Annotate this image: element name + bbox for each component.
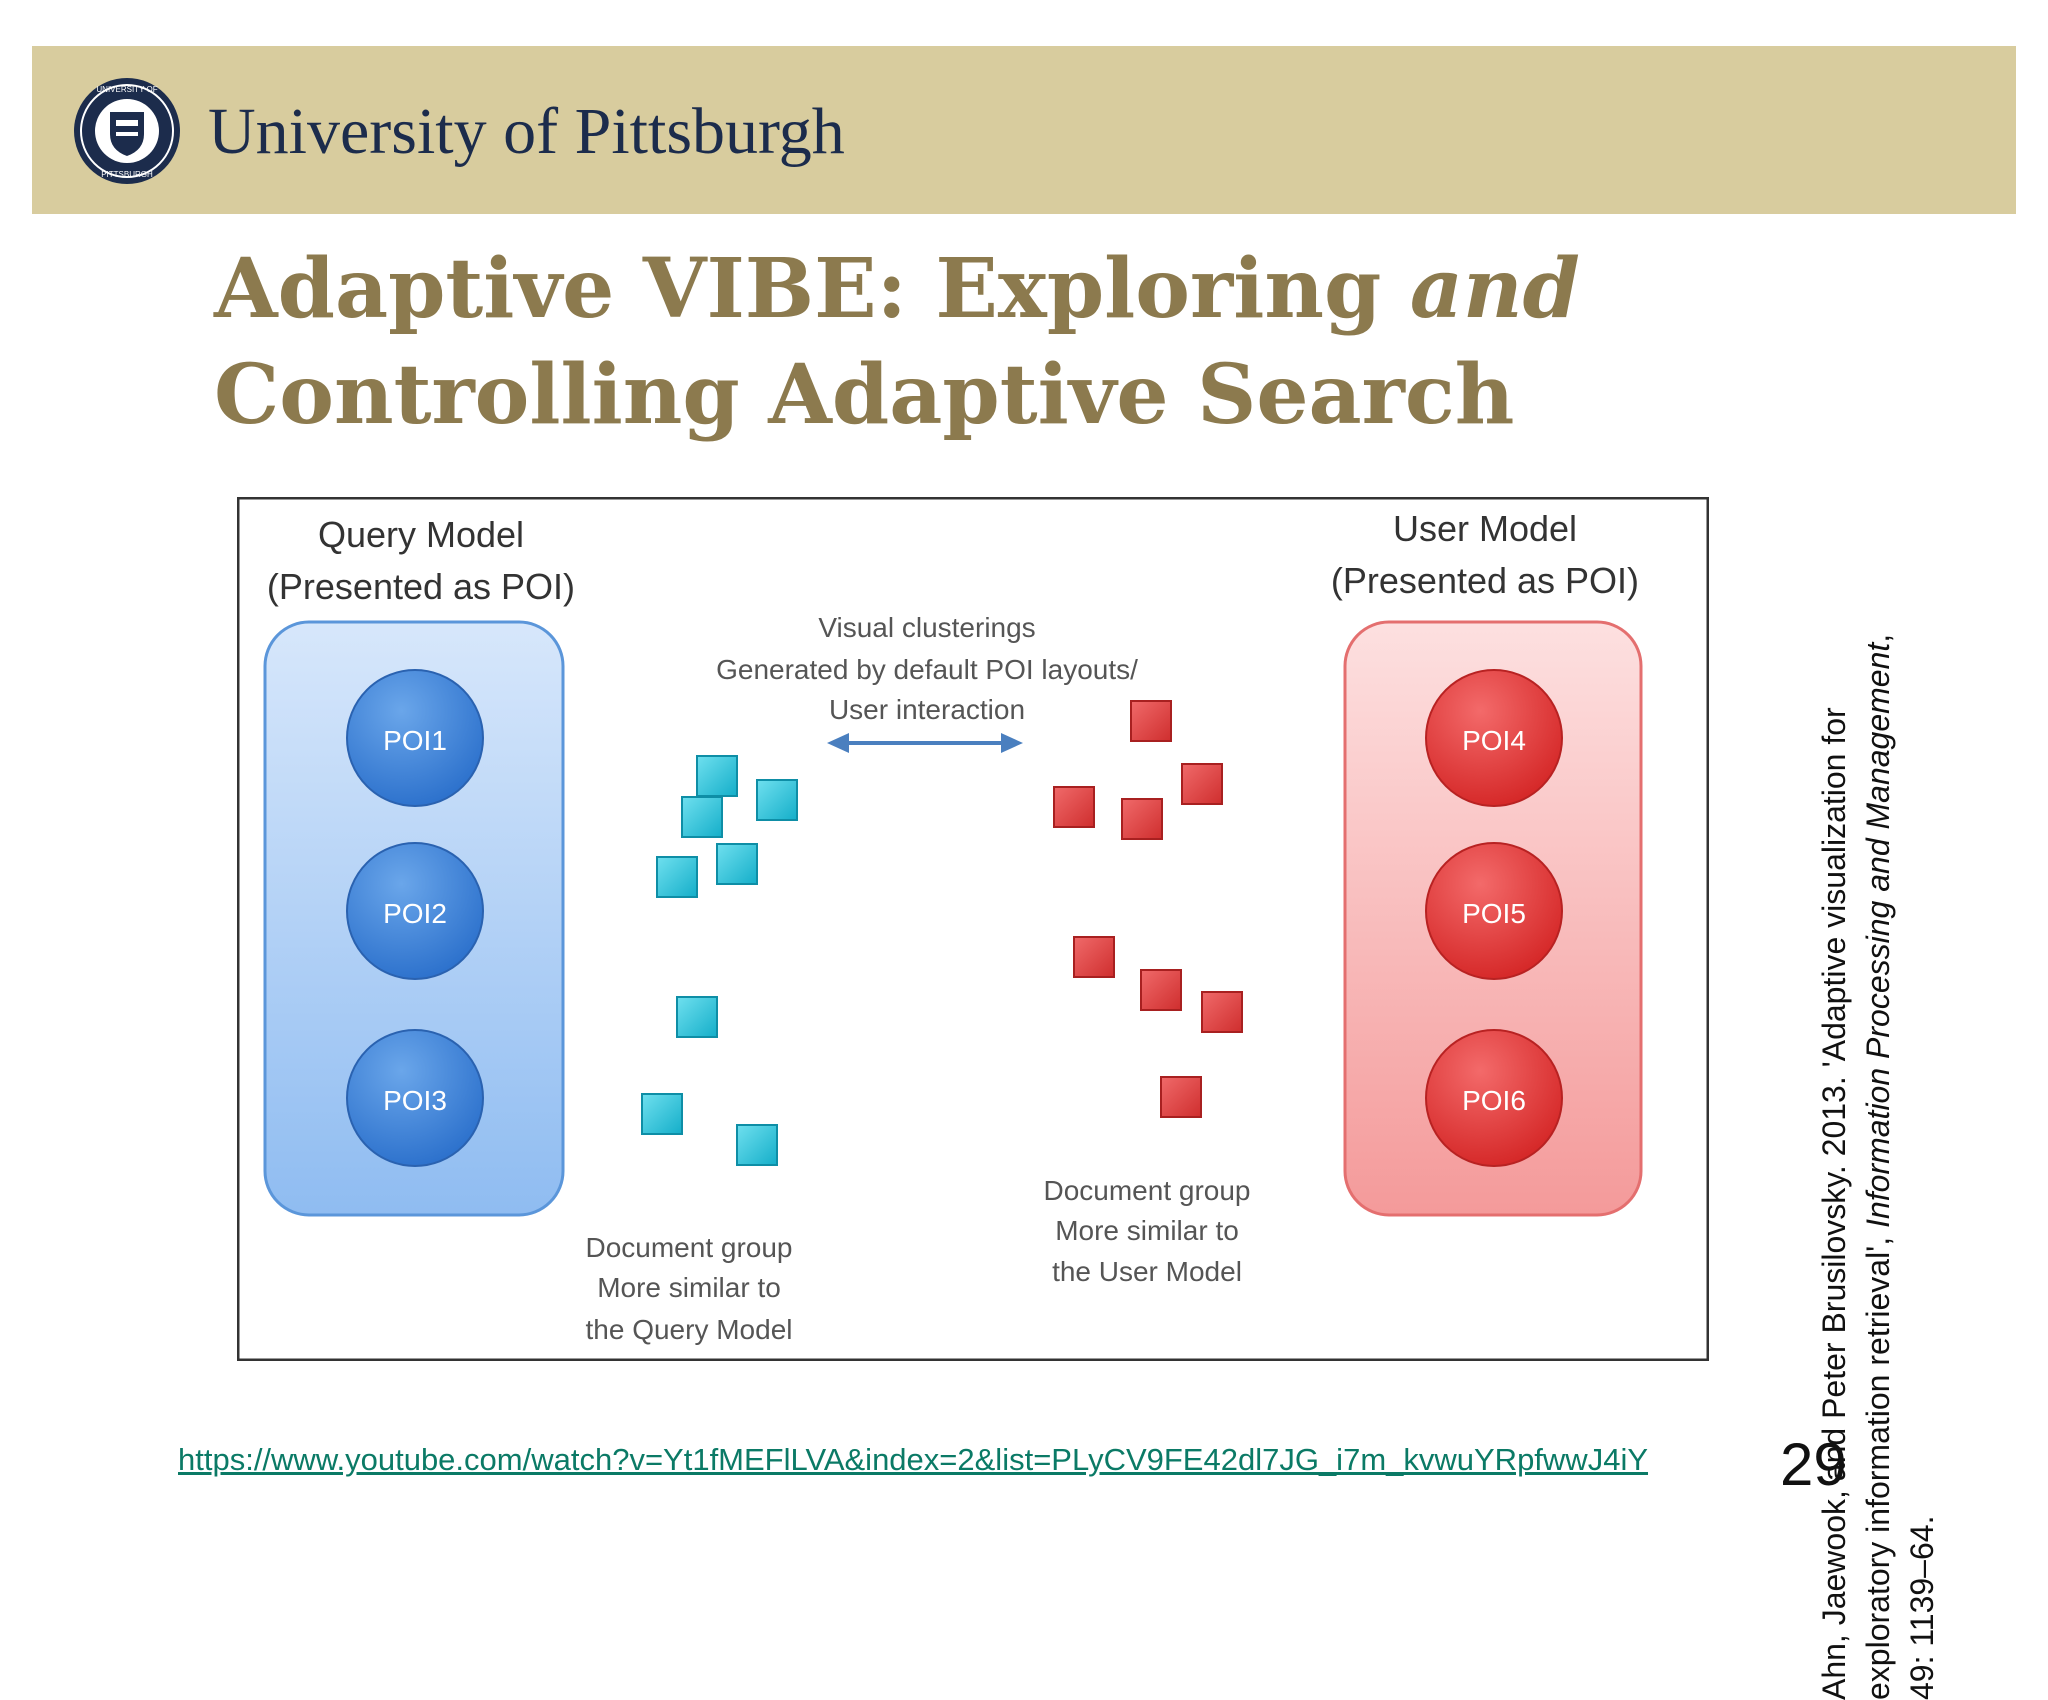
user-document <box>1181 763 1223 805</box>
video-link[interactable]: https://www.youtube.com/watch?v=Yt1fMEFl… <box>178 1442 1649 1477</box>
center-label-3: User interaction <box>829 694 1025 725</box>
user-poi-6-label: POI6 <box>1462 1085 1526 1116</box>
citation: Ahn, Jaewook, and Peter Brusilovsky. 201… <box>1812 600 1957 1700</box>
user-poi-4-label: POI4 <box>1462 725 1526 756</box>
query-poi-2: POI2 <box>346 842 484 980</box>
user-poi-4: POI4 <box>1425 669 1563 807</box>
user-model-subtitle: (Presented as POI) <box>1331 560 1639 601</box>
query-document <box>756 779 798 821</box>
left-group-label-2: More similar to <box>597 1272 781 1303</box>
slide-title-line-1: Adaptive VIBE: Exploring and <box>214 236 1714 342</box>
query-model-subtitle: (Presented as POI) <box>267 566 575 607</box>
svg-text:PITTSBURGH: PITTSBURGH <box>101 170 153 179</box>
query-poi-1: POI1 <box>346 669 484 807</box>
right-group-label-3: the User Model <box>1052 1256 1242 1287</box>
query-poi-1-label: POI1 <box>383 725 447 756</box>
slide-title-line-2: Controlling Adaptive Search <box>214 347 1515 443</box>
right-group-label-1: Document group <box>1043 1175 1250 1206</box>
query-document <box>716 843 758 885</box>
university-seal-icon: UNIVERSITY OF PITTSBURGH <box>74 78 180 184</box>
user-document <box>1121 798 1163 840</box>
user-document <box>1140 969 1182 1011</box>
query-document <box>736 1124 778 1166</box>
query-poi-3-label: POI3 <box>383 1085 447 1116</box>
query-poi-2-label: POI2 <box>383 898 447 929</box>
user-poi-5-label: POI5 <box>1462 898 1526 929</box>
query-document <box>656 856 698 898</box>
query-document-group <box>641 755 798 1166</box>
slide-title-line-1-text: Adaptive VIBE: Exploring <box>214 241 1410 337</box>
user-document <box>1160 1076 1202 1118</box>
user-document <box>1073 936 1115 978</box>
page-number: 29 <box>1780 1431 1847 1498</box>
query-document <box>681 796 723 838</box>
query-document <box>696 755 738 797</box>
svg-text:UNIVERSITY OF: UNIVERSITY OF <box>96 85 157 94</box>
user-document <box>1201 991 1243 1033</box>
adaptive-vibe-diagram-svg: Query Model (Presented as POI) POI1 POI2… <box>236 496 1710 1362</box>
citation-journal: Information Processing and Management <box>1860 642 1896 1228</box>
header-banner <box>32 46 2016 214</box>
user-model-title: User Model <box>1393 508 1577 549</box>
adaptive-vibe-diagram: Query Model (Presented as POI) POI1 POI2… <box>236 496 1710 1362</box>
center-label-2: Generated by default POI layouts/ <box>716 654 1138 685</box>
user-document-group <box>1053 700 1243 1118</box>
university-name: University of Pittsburgh <box>208 95 845 168</box>
user-poi-5: POI5 <box>1425 842 1563 980</box>
slide-title: Adaptive VIBE: Exploring and Controlling… <box>214 236 1714 448</box>
right-group-label-2: More similar to <box>1055 1215 1239 1246</box>
query-document <box>641 1093 683 1135</box>
center-label-1: Visual clusterings <box>818 612 1035 643</box>
slide-title-line-1-italic: and <box>1409 241 1580 337</box>
query-document <box>676 996 718 1038</box>
left-group-label-1: Document group <box>585 1232 792 1263</box>
query-poi-3: POI3 <box>346 1029 484 1167</box>
user-document <box>1130 700 1172 742</box>
left-group-label-3: the Query Model <box>586 1314 793 1345</box>
double-arrow-icon <box>827 733 1023 753</box>
user-poi-6: POI6 <box>1425 1029 1563 1167</box>
user-document <box>1053 786 1095 828</box>
query-model-title: Query Model <box>318 514 524 555</box>
